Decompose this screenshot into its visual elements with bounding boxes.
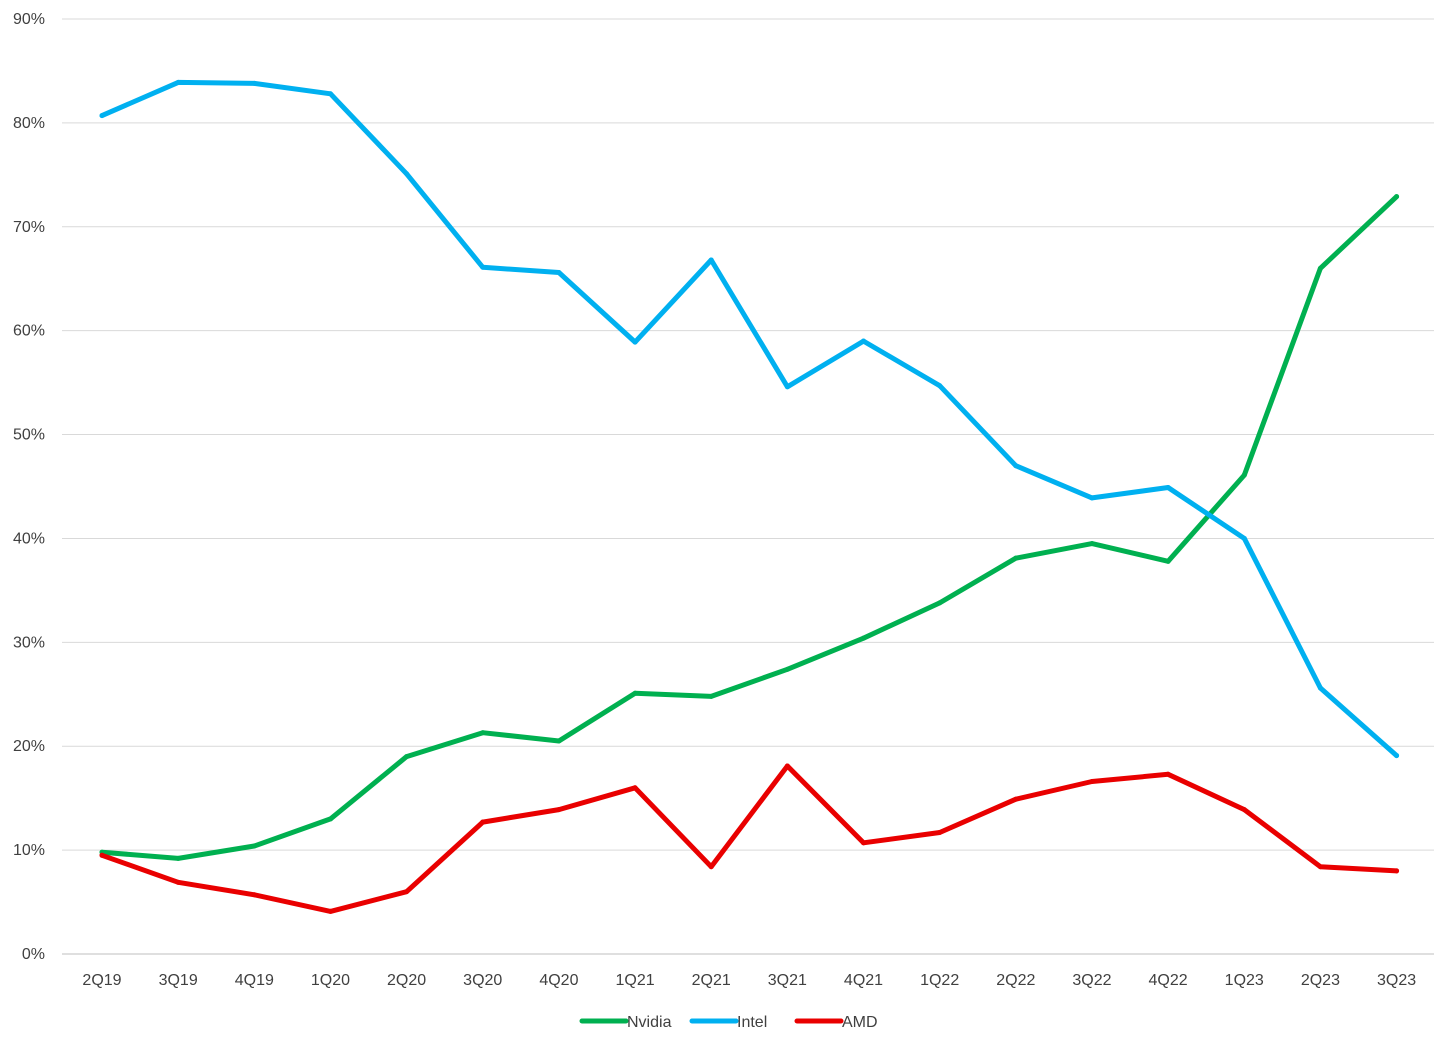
series-line-nvidia [99, 194, 1400, 861]
y-tick-label: 50% [13, 427, 45, 444]
x-tick-label: 3Q22 [1072, 972, 1111, 989]
data-point-nvidia [861, 635, 866, 641]
gridlines [62, 18, 1434, 955]
legend-label: AMD [842, 1014, 878, 1031]
data-point-intel [1165, 485, 1171, 491]
series-line-amd [99, 763, 1400, 914]
legend-item-amd: AMD [794, 1014, 878, 1031]
x-tick-label: 2Q22 [996, 972, 1035, 989]
x-tick-label: 4Q21 [844, 972, 883, 989]
y-tick-label: 30% [13, 634, 45, 651]
x-tick-label: 2Q21 [692, 972, 731, 989]
data-point-nvidia [1089, 541, 1095, 547]
x-tick-label: 1Q20 [311, 972, 350, 989]
x-tick-label: 3Q20 [463, 972, 502, 989]
x-tick-label: 1Q22 [920, 972, 959, 989]
data-point-intel [708, 257, 714, 263]
series-lines [99, 79, 1400, 914]
data-point-intel [1089, 495, 1095, 501]
x-tick-label: 3Q23 [1377, 972, 1416, 989]
data-point-amd [708, 864, 714, 870]
data-point-amd [327, 908, 333, 914]
y-tick-label: 20% [13, 738, 45, 755]
y-axis-tick-labels: 0% 10% 20% 30% 40% 50% 60% 70% 80% 90% [13, 11, 45, 963]
data-point-nvidia [480, 730, 486, 736]
data-point-amd [632, 785, 638, 791]
x-tick-label: 3Q19 [159, 972, 198, 989]
data-point-amd [480, 819, 486, 825]
data-point-nvidia [327, 816, 333, 822]
y-tick-label: 90% [13, 11, 45, 28]
x-tick-label: 4Q20 [539, 972, 578, 989]
data-point-nvidia [937, 600, 943, 606]
data-point-nvidia [404, 754, 410, 760]
data-point-amd [1317, 864, 1323, 870]
data-point-nvidia [632, 690, 638, 696]
data-point-nvidia [708, 693, 714, 699]
y-tick-label: 0% [22, 946, 45, 963]
x-tick-label: 4Q19 [235, 972, 274, 989]
data-point-nvidia [556, 738, 562, 744]
legend-item-nvidia: Nvidia [579, 1014, 672, 1031]
data-point-amd [99, 852, 105, 858]
x-tick-label: 4Q22 [1149, 972, 1188, 989]
x-tick-label: 2Q19 [82, 972, 121, 989]
legend-label: Intel [737, 1014, 767, 1031]
y-tick-label: 70% [13, 219, 45, 236]
x-tick-label: 1Q23 [1225, 972, 1264, 989]
y-tick-label: 10% [13, 842, 45, 859]
data-point-intel [556, 269, 562, 275]
data-point-nvidia [251, 843, 257, 849]
data-point-intel [251, 80, 257, 86]
data-point-intel [175, 79, 181, 85]
data-point-amd [175, 879, 181, 885]
data-point-intel [480, 264, 486, 270]
legend-label: Nvidia [627, 1014, 672, 1031]
y-tick-label: 40% [13, 530, 45, 547]
data-point-intel [784, 384, 790, 390]
data-point-amd [1089, 779, 1095, 785]
data-point-intel [327, 91, 333, 97]
data-point-intel [1241, 535, 1247, 541]
data-point-nvidia [175, 855, 181, 861]
data-point-nvidia [1394, 194, 1400, 200]
x-axis-tick-labels: 2Q19 3Q19 4Q19 1Q20 2Q20 3Q20 4Q20 1Q21 2Q21 3Q21… [82, 972, 1416, 989]
data-point-intel [1013, 463, 1019, 469]
data-point-intel [1394, 753, 1400, 759]
data-point-amd [937, 829, 943, 835]
data-point-nvidia [1013, 555, 1019, 561]
data-point-nvidia [784, 666, 790, 672]
data-point-intel [404, 171, 410, 177]
legend: Nvidia Intel AMD [579, 1014, 878, 1031]
data-point-amd [1013, 796, 1019, 802]
data-point-nvidia [1317, 265, 1323, 271]
data-point-intel [937, 383, 943, 389]
legend-item-intel: Intel [689, 1014, 767, 1031]
data-point-amd [1394, 868, 1400, 874]
x-tick-label: 3Q21 [768, 972, 807, 989]
x-tick-label: 2Q20 [387, 972, 426, 989]
data-point-amd [404, 889, 410, 895]
y-tick-label: 80% [13, 115, 45, 132]
data-point-intel [861, 338, 866, 344]
data-point-nvidia [1165, 558, 1171, 564]
x-tick-label: 2Q23 [1301, 972, 1340, 989]
series-line-intel [99, 79, 1400, 759]
data-point-amd [556, 807, 562, 813]
data-point-intel [1317, 685, 1323, 691]
data-point-amd [251, 892, 257, 898]
data-point-nvidia [1241, 472, 1247, 478]
data-point-amd [861, 840, 866, 846]
y-tick-label: 60% [13, 323, 45, 340]
data-point-intel [99, 113, 105, 119]
data-point-amd [784, 763, 790, 769]
data-point-amd [1241, 807, 1247, 813]
x-tick-label: 1Q21 [615, 972, 654, 989]
data-point-amd [1165, 771, 1171, 777]
data-point-intel [632, 339, 638, 345]
